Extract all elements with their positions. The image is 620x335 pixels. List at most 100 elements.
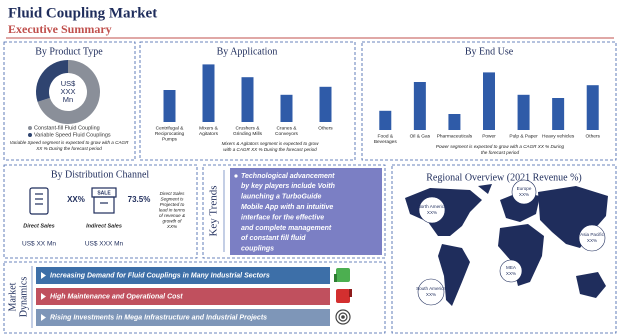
bar	[202, 64, 215, 122]
category-label: Reciprocating	[155, 131, 185, 137]
trends-box	[202, 164, 386, 259]
trend-text: and complete management	[241, 225, 332, 232]
region-share: XX%	[506, 271, 516, 276]
region-name: MEA	[506, 265, 517, 270]
note: growth of	[163, 219, 183, 224]
revenue-value: US$ XXX Mn	[85, 241, 124, 248]
donut-center-label: Mn	[63, 95, 73, 104]
region-share: XX%	[519, 192, 529, 197]
regional-box	[391, 164, 617, 334]
share-value: 73.5%	[128, 195, 151, 204]
bullet	[234, 174, 238, 178]
thumbs-down-icon	[336, 289, 352, 303]
trend-text: Technological advancement	[241, 173, 335, 180]
legend-swatch	[28, 133, 32, 137]
subtitle: Executive Summary	[8, 22, 112, 36]
bar	[163, 90, 176, 122]
region-share: XX%	[587, 238, 597, 243]
note: the forecast period	[481, 150, 519, 155]
dynamics-text: Rising Investments in Mega Infrastructur…	[50, 314, 267, 321]
arrow	[41, 314, 46, 321]
share-value: XX%	[67, 195, 85, 204]
donut-center-label: XXX	[60, 87, 75, 96]
note: lead in terms	[159, 208, 186, 213]
section-title: Dynamics	[18, 277, 29, 318]
region-callout	[417, 278, 445, 306]
note: Variable Speed segment is expected to gr…	[10, 140, 130, 145]
region-share: XX%	[427, 210, 437, 215]
dynamics-bar	[36, 288, 330, 305]
bar	[483, 72, 495, 130]
bar	[241, 77, 254, 122]
note: Power segment is expected to grow with a…	[436, 144, 565, 149]
category-label: Beverages	[374, 139, 398, 145]
category-label: Others	[586, 133, 601, 139]
category-label: Power	[482, 133, 496, 139]
trend-text: by key players include Voith	[241, 183, 335, 190]
dynamics-text: High Maintenance and Operational Cost	[50, 293, 183, 300]
legend-label: Constant-fill Fluid Coupling	[34, 125, 100, 131]
region-name: North America	[417, 204, 447, 209]
region-name: South America	[416, 286, 446, 291]
bar	[413, 82, 426, 130]
trend-text: launching a TurboGuide	[241, 194, 321, 201]
bar	[319, 86, 332, 122]
trend-text: Mobile App with an intuitive	[241, 204, 333, 211]
bar	[517, 94, 530, 130]
donut-center-label: US$	[61, 79, 76, 88]
category-label: Mixers &	[199, 125, 218, 131]
note: Segment is	[161, 197, 185, 202]
category-label: Others	[318, 125, 333, 131]
note: XX%	[166, 224, 177, 229]
channel-label: Direct Sales	[23, 223, 55, 229]
dynamics-bar	[36, 309, 330, 326]
thumbs-up-icon	[334, 268, 350, 282]
arrow	[41, 272, 46, 279]
trend-text: couplings	[241, 246, 274, 253]
note: Projected to	[160, 202, 185, 207]
region-callout	[578, 224, 606, 252]
category-label: Centrifugal &	[156, 125, 185, 131]
trends-panel	[230, 168, 382, 255]
note: XX % During the forecast period	[35, 146, 102, 151]
category-label: Oil & Gas	[410, 133, 431, 139]
category-label: Heavy vehicles	[542, 133, 575, 139]
bar	[586, 85, 599, 130]
category-label: Conveyors	[275, 131, 299, 137]
dynamics-text: Increasing Demand for Fluid Couplings in…	[50, 272, 270, 279]
region-callout	[499, 259, 523, 283]
category-label: Pharmaceuticals	[437, 133, 473, 139]
target-icon	[335, 309, 351, 325]
section-title: By Application	[217, 46, 278, 57]
sale-sign: SALE	[97, 190, 111, 196]
dynamics-bar	[36, 267, 330, 284]
note: Direct Sales	[160, 191, 185, 196]
bar	[448, 114, 461, 130]
category-label: Crushers &	[236, 125, 261, 131]
region-share: XX%	[426, 292, 436, 297]
section-title: Market	[7, 282, 18, 311]
donut-segment	[36, 60, 68, 102]
category-label: Food &	[378, 133, 394, 139]
note: of revenue &	[159, 213, 185, 218]
region-name: Europe	[517, 186, 532, 191]
region-callout	[418, 196, 446, 224]
arrow	[41, 293, 46, 300]
category-label: Grinding Mills	[233, 131, 263, 137]
revenue-value: US$ XX Mn	[22, 241, 56, 248]
bar	[379, 110, 392, 130]
region-callout	[511, 179, 537, 205]
donut-segment	[37, 60, 101, 124]
title: Fluid Coupling Market	[8, 5, 157, 21]
category-label: Cranes &	[277, 125, 298, 131]
note: Mixers & Agitators segment is expected t…	[222, 141, 320, 146]
category-label: Agitators	[199, 131, 219, 137]
product-box	[3, 41, 136, 161]
indirect-sales-icon	[91, 187, 117, 214]
legend-swatch	[28, 126, 32, 130]
application-box	[139, 41, 356, 161]
note: with a CAGR XX % During the forecast per…	[223, 147, 317, 152]
dynamics-box	[3, 261, 386, 334]
section-title: Regional Overview (2021 Revenue %)	[426, 172, 582, 183]
